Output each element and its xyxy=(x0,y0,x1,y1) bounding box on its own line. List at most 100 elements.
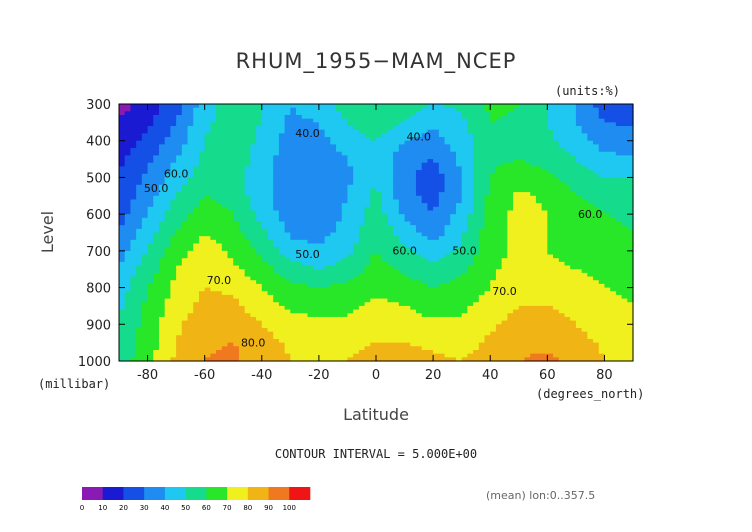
field-cell xyxy=(501,159,508,164)
field-cell xyxy=(381,210,389,215)
field-cell xyxy=(450,280,457,285)
field-cell xyxy=(444,214,451,219)
field-cell xyxy=(570,137,577,142)
field-cell xyxy=(467,294,474,300)
field-cell xyxy=(261,261,269,267)
field-cell xyxy=(227,122,234,127)
field-cell xyxy=(330,214,337,219)
field-cell xyxy=(313,203,320,208)
field-cell xyxy=(490,148,497,153)
field-cell xyxy=(313,115,320,120)
field-cell xyxy=(581,199,588,204)
field-cell xyxy=(455,144,463,149)
field-cell xyxy=(296,291,303,296)
field-cell xyxy=(587,272,594,278)
field-cell xyxy=(598,232,606,237)
field-cell xyxy=(119,250,126,256)
field-cell xyxy=(147,261,154,267)
field-cell xyxy=(427,269,434,274)
field-cell xyxy=(421,126,428,131)
field-cell xyxy=(610,188,617,193)
field-cell xyxy=(296,247,303,252)
field-cell xyxy=(604,203,611,208)
field-cell xyxy=(564,232,571,237)
field-cell xyxy=(227,133,234,138)
field-cell xyxy=(610,298,617,303)
field-cell xyxy=(273,195,280,201)
field-cell xyxy=(170,181,177,186)
field-cell xyxy=(273,184,280,190)
field-cell xyxy=(398,155,406,160)
field-cell xyxy=(181,261,189,267)
field-cell xyxy=(490,129,497,134)
field-cell xyxy=(615,148,623,153)
field-cell xyxy=(358,184,366,190)
field-cell xyxy=(455,155,463,160)
field-cell xyxy=(478,173,486,179)
field-cell xyxy=(404,184,411,190)
field-cell xyxy=(158,305,166,311)
field-cell xyxy=(141,243,149,248)
field-cell xyxy=(307,133,314,138)
field-cell xyxy=(387,298,394,303)
field-cell xyxy=(324,151,331,156)
field-cell xyxy=(227,254,234,259)
field-cell xyxy=(130,144,137,149)
field-cell xyxy=(256,148,263,153)
field-cell xyxy=(198,228,206,234)
field-cell xyxy=(341,228,349,234)
field-cell xyxy=(358,177,366,182)
field-cell xyxy=(598,203,606,208)
field-cell xyxy=(593,137,600,142)
field-cell xyxy=(547,144,554,149)
field-cell xyxy=(455,298,463,303)
field-cell xyxy=(256,217,263,223)
field-cell xyxy=(461,236,468,241)
field-cell xyxy=(204,155,211,160)
field-cell xyxy=(393,170,400,175)
field-cell xyxy=(467,280,474,285)
field-cell xyxy=(473,107,480,112)
field-cell xyxy=(227,173,234,179)
field-cell xyxy=(250,258,257,263)
field-cell xyxy=(530,133,537,138)
field-cell xyxy=(564,236,571,241)
field-cell xyxy=(221,291,229,296)
field-cell xyxy=(467,258,474,263)
field-cell xyxy=(495,261,503,267)
field-cell xyxy=(627,217,634,223)
field-cell xyxy=(535,115,543,120)
field-cell xyxy=(604,162,611,168)
field-cell xyxy=(193,155,200,160)
field-cell xyxy=(119,177,126,182)
field-cell xyxy=(193,181,200,186)
field-cell xyxy=(427,155,434,160)
field-cell xyxy=(347,115,354,120)
field-cell xyxy=(347,225,354,230)
field-cell xyxy=(216,214,223,219)
field-cell xyxy=(130,195,137,201)
field-cell xyxy=(450,254,457,259)
field-cell xyxy=(250,276,257,281)
field-cell xyxy=(136,298,143,303)
field-cell xyxy=(415,151,423,156)
field-cell xyxy=(450,129,457,134)
field-cell xyxy=(244,133,251,138)
field-cell xyxy=(153,151,160,156)
field-cell xyxy=(233,115,240,120)
field-cell xyxy=(461,258,468,263)
field-cell xyxy=(307,258,314,263)
field-cell xyxy=(507,104,514,109)
field-cell xyxy=(176,206,183,212)
field-cell xyxy=(158,133,166,138)
field-cell xyxy=(587,236,594,241)
field-cell xyxy=(421,133,428,138)
field-cell xyxy=(593,261,600,267)
field-cell xyxy=(410,118,417,123)
field-cell xyxy=(421,283,428,289)
field-cell xyxy=(455,287,463,292)
field-cell xyxy=(421,265,428,270)
field-cell xyxy=(204,225,211,230)
field-cell xyxy=(290,291,297,296)
field-cell xyxy=(324,228,331,234)
